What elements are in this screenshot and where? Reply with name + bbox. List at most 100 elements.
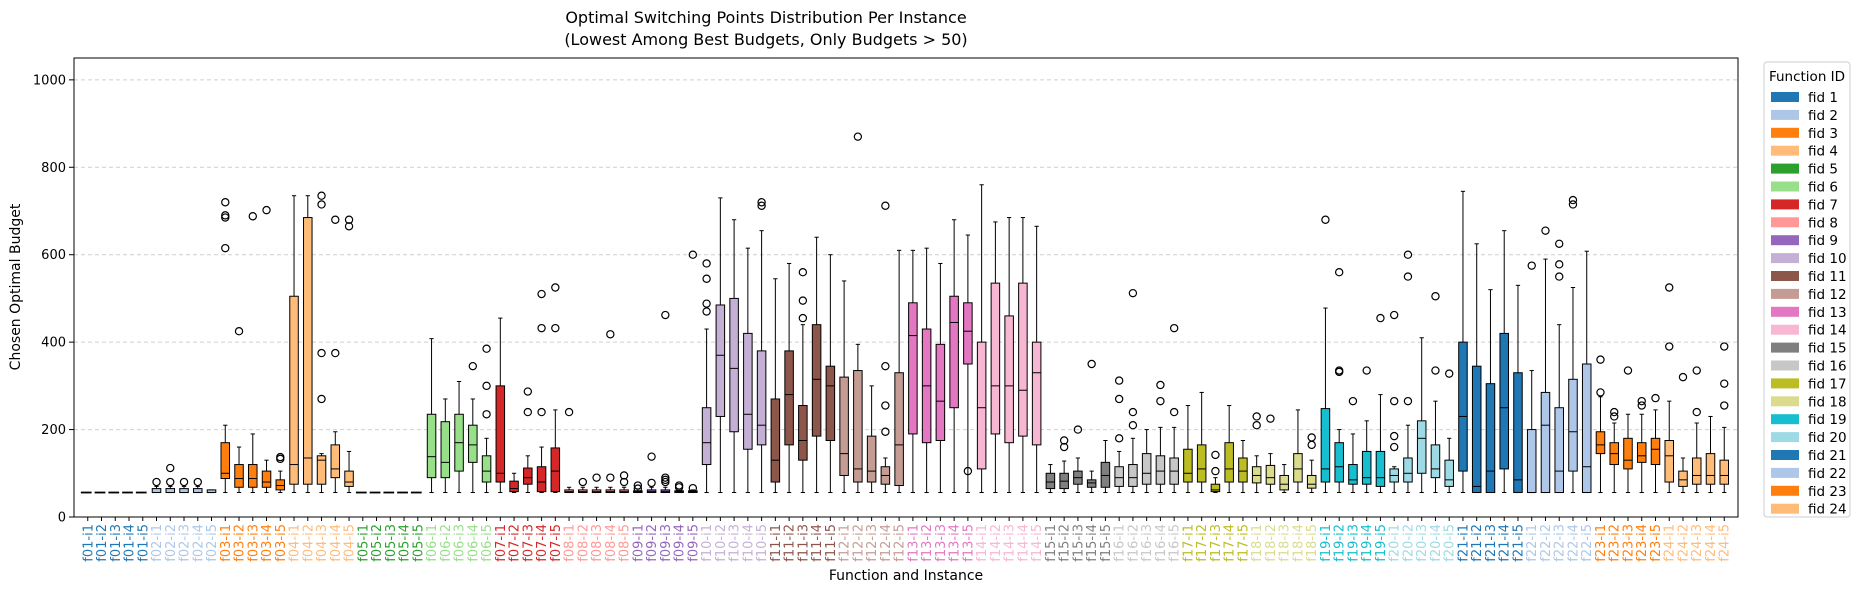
box-iqr — [1513, 372, 1523, 494]
x-tick-label: f08-i4 — [604, 524, 619, 562]
outlier-point — [1665, 283, 1674, 292]
outlier-point — [1128, 288, 1138, 298]
x-tick-label: f18-i5 — [1305, 524, 1320, 562]
x-tick-label: f14-i3 — [1003, 524, 1018, 562]
outlier-point — [344, 215, 354, 224]
box-f06-i3 — [454, 380, 464, 494]
x-tick-label: f04-i4 — [329, 524, 344, 562]
box-f11-i5 — [825, 254, 836, 494]
x-tick-label: f07-i2 — [508, 524, 523, 562]
outlier-point — [1211, 450, 1220, 460]
outlier-point — [234, 327, 244, 336]
outlier-point — [1568, 200, 1578, 209]
outlier-point — [798, 268, 808, 277]
x-tick-label: f15-i5 — [1099, 524, 1114, 562]
box-f06-i1 — [426, 338, 437, 494]
box-f06-i2 — [440, 398, 451, 494]
x-tick-label: f21-i5 — [1511, 524, 1526, 562]
outlier-point — [482, 410, 491, 419]
legend-entry-label: fid 18 — [1808, 394, 1847, 410]
box-f07-i3 — [523, 387, 533, 494]
legend: Function ID fid 1 fid 2 fid 3 fid 4 fid 5 fid… — [1763, 61, 1851, 518]
outlier-point — [688, 483, 698, 493]
box-f13-i2 — [921, 247, 932, 494]
legend-entry-label: fid 12 — [1808, 287, 1847, 303]
outlier-point — [276, 452, 285, 462]
box-f11-i3 — [798, 268, 808, 494]
box-f10-i2 — [715, 197, 726, 494]
box-f11-i2 — [784, 262, 794, 494]
outlier-point — [1156, 380, 1165, 390]
box-f23-i2 — [1609, 407, 1619, 494]
legend-entry-label: fid 5 — [1808, 162, 1838, 178]
box-iqr — [715, 304, 726, 417]
x-tick-label: f19-i1 — [1319, 524, 1334, 562]
box-f24-i3 — [1691, 366, 1702, 494]
box-iqr — [1719, 459, 1730, 485]
box-f10-i1 — [701, 259, 712, 494]
x-tick-label: f24-i3 — [1690, 524, 1705, 562]
box-f16-i2 — [1128, 288, 1138, 494]
box-f13-i3 — [935, 262, 946, 494]
box-iqr — [1100, 461, 1111, 488]
outlier-point — [1596, 388, 1605, 397]
x-tick-label: f01-i5 — [136, 524, 151, 562]
box-f07-i4 — [536, 289, 547, 494]
x-tick-label: f20-i2 — [1401, 524, 1416, 562]
x-tick-label: f03-i2 — [233, 524, 248, 562]
outlier-point — [963, 466, 973, 476]
box-iqr — [1238, 457, 1248, 483]
box-f02-i5 — [206, 489, 217, 494]
legend-swatch — [1771, 414, 1799, 425]
box-f13-i1 — [908, 249, 918, 494]
outlier-point — [702, 299, 711, 308]
outlier-point — [688, 250, 698, 259]
box-f07-i2 — [509, 472, 519, 494]
outlier-point — [523, 387, 533, 396]
outlier-point — [1403, 396, 1413, 406]
x-tick-label: f17-i1 — [1181, 524, 1196, 562]
box-f18-i5 — [1306, 433, 1317, 494]
outlier-point — [1252, 412, 1261, 421]
box-f20-i1 — [1389, 310, 1399, 494]
x-tick-label: f12-i5 — [893, 524, 908, 562]
outlier-point — [193, 477, 202, 487]
legend-swatch — [1771, 181, 1799, 192]
box-iqr — [330, 444, 341, 479]
box-f12-i5 — [894, 249, 904, 494]
outlier-point — [1431, 366, 1440, 375]
outlier-point — [881, 401, 890, 410]
box-iqr — [1526, 429, 1537, 494]
x-tick-label: f23-i3 — [1621, 524, 1636, 562]
x-tick-label: f14-i1 — [975, 524, 990, 562]
box-f15-i5 — [1100, 440, 1111, 494]
box-f09-i5 — [688, 250, 698, 494]
box-iqr — [784, 350, 794, 446]
box-iqr — [935, 343, 946, 442]
box-iqr — [866, 435, 877, 483]
x-tick-label: f15-i1 — [1044, 524, 1059, 562]
outlier-point — [482, 381, 491, 391]
outlier-point — [1334, 366, 1344, 375]
outlier-point — [1445, 369, 1454, 378]
box-f03-i1 — [220, 198, 231, 494]
x-tick-label: f16-i3 — [1140, 524, 1155, 562]
x-tick-label: f13-i3 — [934, 524, 949, 562]
legend-swatch — [1771, 324, 1799, 335]
y-axis: 0 200 400 600 800 1000 — [33, 73, 74, 526]
x-tick-label: f20-i3 — [1415, 524, 1430, 562]
box-iqr — [289, 295, 299, 485]
box-iqr — [1141, 453, 1152, 485]
box-f12-i4 — [880, 201, 891, 494]
box-f22-i5 — [1581, 250, 1592, 494]
chart-title: Optimal Switching Points Distribution Pe… — [565, 8, 966, 27]
x-tick-label: f14-i4 — [1016, 524, 1031, 562]
x-tick-label: f09-i4 — [673, 524, 688, 562]
box-iqr — [1334, 442, 1344, 483]
outlier-point — [221, 198, 230, 207]
legend-swatch — [1771, 271, 1799, 281]
outlier-point — [152, 477, 161, 487]
x-tick-label: f06-i2 — [439, 524, 454, 562]
box-f02-i2 — [165, 463, 176, 494]
box-f19-i3 — [1348, 396, 1358, 494]
